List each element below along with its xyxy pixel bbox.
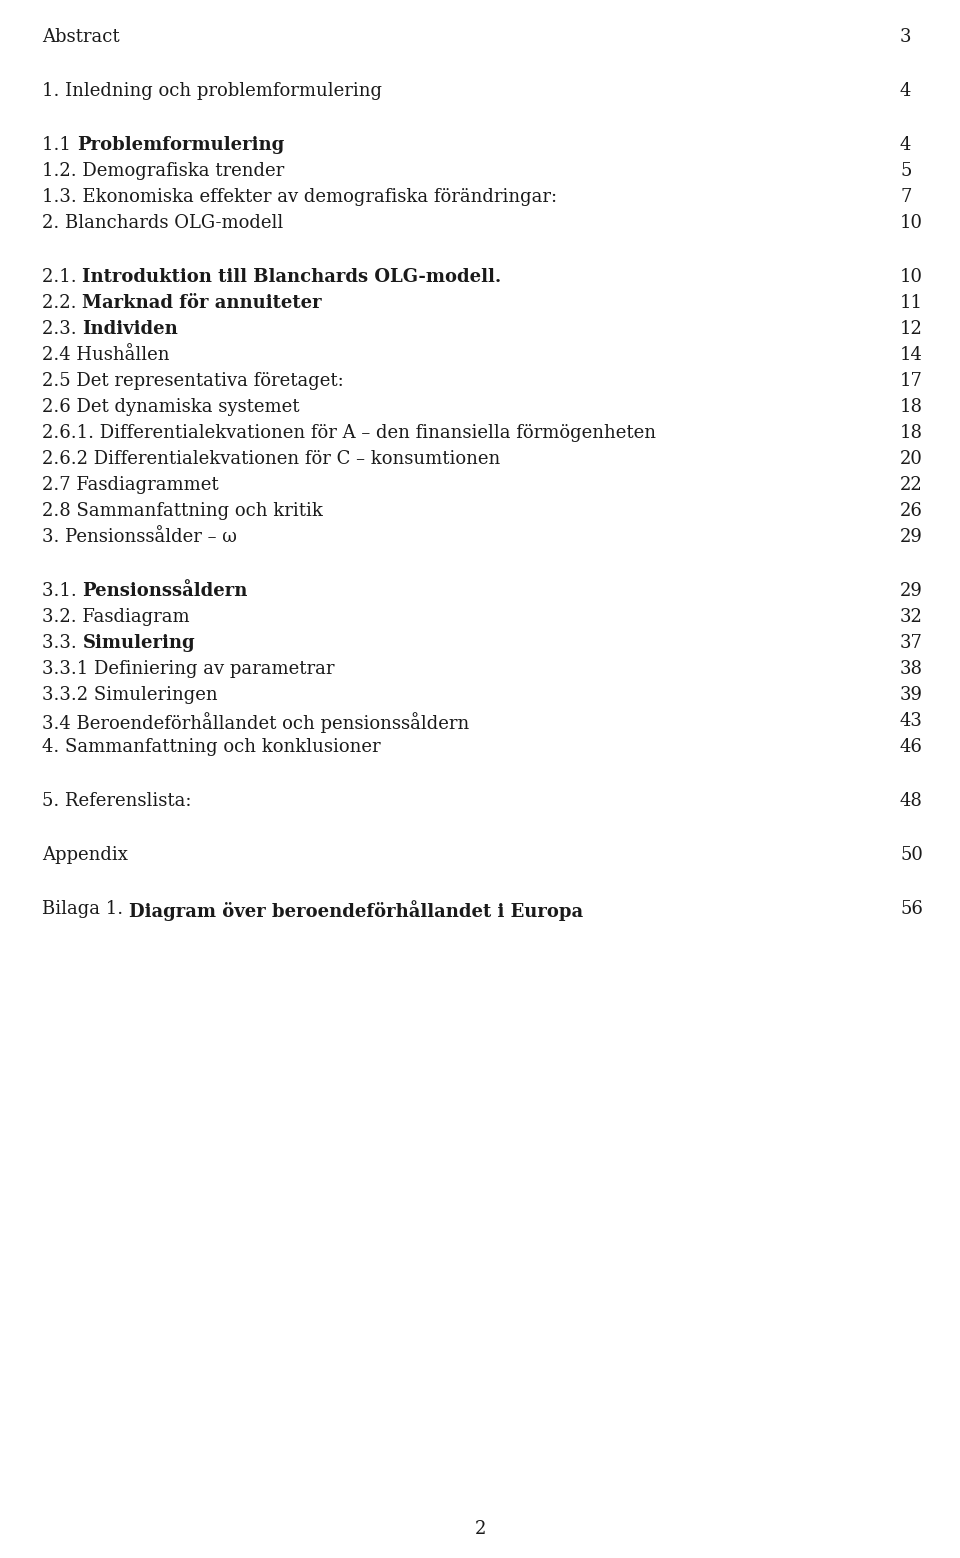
Text: 2.2.: 2.2. bbox=[42, 294, 83, 312]
Text: Pensionssåldern: Pensionssåldern bbox=[83, 583, 248, 600]
Text: 2: 2 bbox=[474, 1521, 486, 1538]
Text: Problemformulering: Problemformulering bbox=[77, 136, 284, 154]
Text: Appendix: Appendix bbox=[42, 846, 128, 865]
Text: 1. Inledning och problemformulering: 1. Inledning och problemformulering bbox=[42, 83, 382, 100]
Text: 2.6.2 Differentialekvationen för C – konsumtionen: 2.6.2 Differentialekvationen för C – kon… bbox=[42, 450, 500, 467]
Text: 2.5 Det representativa företaget:: 2.5 Det representativa företaget: bbox=[42, 372, 344, 390]
Text: Diagram över beroendeförhållandet i Europa: Diagram över beroendeförhållandet i Euro… bbox=[129, 901, 583, 921]
Text: 2.6 Det dynamiska systemet: 2.6 Det dynamiska systemet bbox=[42, 397, 300, 416]
Text: 3.1.: 3.1. bbox=[42, 583, 83, 600]
Text: 5. Referenslista:: 5. Referenslista: bbox=[42, 791, 191, 810]
Text: 38: 38 bbox=[900, 661, 923, 678]
Text: 3.2. Fasdiagram: 3.2. Fasdiagram bbox=[42, 608, 190, 626]
Text: 18: 18 bbox=[900, 397, 923, 416]
Text: 14: 14 bbox=[900, 346, 923, 365]
Text: 26: 26 bbox=[900, 502, 923, 520]
Text: 12: 12 bbox=[900, 319, 923, 338]
Text: Simulering: Simulering bbox=[83, 634, 195, 651]
Text: 1.2. Demografiska trender: 1.2. Demografiska trender bbox=[42, 162, 284, 181]
Text: 48: 48 bbox=[900, 791, 923, 810]
Text: 17: 17 bbox=[900, 372, 923, 390]
Text: 10: 10 bbox=[900, 213, 923, 232]
Text: Marknad för annuiteter: Marknad för annuiteter bbox=[83, 294, 322, 312]
Text: 1.3. Ekonomiska effekter av demografiska förändringar:: 1.3. Ekonomiska effekter av demografiska… bbox=[42, 189, 557, 206]
Text: 2.6.1. Differentialekvationen för A – den finansiella förmögenheten: 2.6.1. Differentialekvationen för A – de… bbox=[42, 424, 656, 442]
Text: 20: 20 bbox=[900, 450, 923, 467]
Text: 2. Blanchards OLG-modell: 2. Blanchards OLG-modell bbox=[42, 213, 283, 232]
Text: 37: 37 bbox=[900, 634, 923, 651]
Text: 29: 29 bbox=[900, 583, 923, 600]
Text: 4: 4 bbox=[900, 83, 911, 100]
Text: 3.3.1 Definiering av parametrar: 3.3.1 Definiering av parametrar bbox=[42, 661, 334, 678]
Text: 10: 10 bbox=[900, 268, 923, 287]
Text: 22: 22 bbox=[900, 477, 923, 494]
Text: Introduktion till Blanchards OLG-modell.: Introduktion till Blanchards OLG-modell. bbox=[83, 268, 502, 287]
Text: 3.3.2 Simuleringen: 3.3.2 Simuleringen bbox=[42, 686, 218, 704]
Text: 2.4 Hushållen: 2.4 Hushållen bbox=[42, 346, 170, 365]
Text: 2.7 Fasdiagrammet: 2.7 Fasdiagrammet bbox=[42, 477, 219, 494]
Text: 18: 18 bbox=[900, 424, 923, 442]
Text: 3.3.: 3.3. bbox=[42, 634, 83, 651]
Text: 7: 7 bbox=[900, 189, 911, 206]
Text: 2.3.: 2.3. bbox=[42, 319, 83, 338]
Text: Bilaga 1.: Bilaga 1. bbox=[42, 901, 129, 918]
Text: Abstract: Abstract bbox=[42, 28, 120, 47]
Text: 1.1: 1.1 bbox=[42, 136, 77, 154]
Text: 3. Pensionssålder – ω: 3. Pensionssålder – ω bbox=[42, 528, 237, 545]
Text: 11: 11 bbox=[900, 294, 923, 312]
Text: 2.8 Sammanfattning och kritik: 2.8 Sammanfattning och kritik bbox=[42, 502, 323, 520]
Text: 32: 32 bbox=[900, 608, 923, 626]
Text: 3: 3 bbox=[900, 28, 911, 47]
Text: 56: 56 bbox=[900, 901, 923, 918]
Text: 4: 4 bbox=[900, 136, 911, 154]
Text: 5: 5 bbox=[900, 162, 911, 181]
Text: 39: 39 bbox=[900, 686, 923, 704]
Text: 4. Sammanfattning och konklusioner: 4. Sammanfattning och konklusioner bbox=[42, 738, 380, 756]
Text: 3.4 Beroendeförhållandet och pensionssåldern: 3.4 Beroendeförhållandet och pensionssål… bbox=[42, 712, 469, 732]
Text: 43: 43 bbox=[900, 712, 923, 731]
Text: 46: 46 bbox=[900, 738, 923, 756]
Text: Individen: Individen bbox=[83, 319, 179, 338]
Text: 2.1.: 2.1. bbox=[42, 268, 83, 287]
Text: 29: 29 bbox=[900, 528, 923, 545]
Text: 50: 50 bbox=[900, 846, 923, 865]
